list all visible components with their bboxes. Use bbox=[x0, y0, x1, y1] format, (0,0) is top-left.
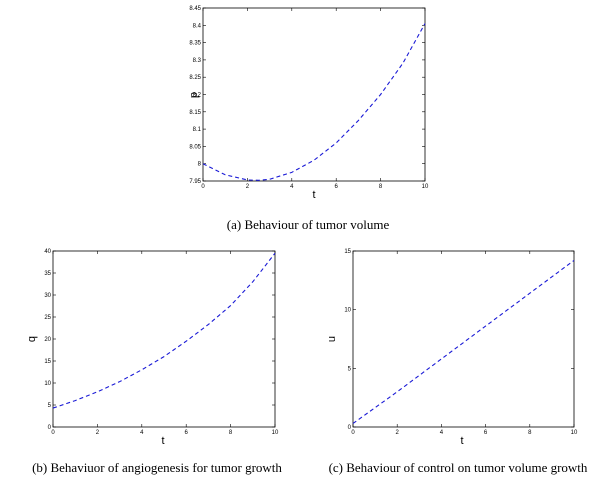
y-tick-label: 0 bbox=[348, 425, 352, 431]
figure-caption: (b) Behaviuor of angiogenesis for tumor … bbox=[32, 460, 282, 475]
x-tick-label: 2 bbox=[396, 430, 400, 436]
y-tick-label: 8.4 bbox=[193, 23, 202, 29]
x-tick-label: 2 bbox=[96, 430, 100, 436]
x-axis-label: t bbox=[312, 189, 315, 201]
x-tick-label: 2 bbox=[246, 184, 250, 190]
y-tick-label: 5 bbox=[348, 366, 352, 372]
y-tick-label: 15 bbox=[344, 249, 351, 255]
panel-b: 0 2 4 6 8 10 0 5 10 15 20 25 30 35 40 t q (b) Behaviuor o… bbox=[26, 249, 282, 475]
x-tick-label: 4 bbox=[440, 430, 444, 436]
plot-frame bbox=[352, 250, 575, 428]
y-tick-label: 7.95 bbox=[189, 179, 201, 185]
y-tick-label: 8 bbox=[198, 162, 202, 168]
y-tick-label: 15 bbox=[44, 359, 51, 365]
x-tick-label: 0 bbox=[201, 184, 205, 190]
y-tick-label: 8.3 bbox=[193, 58, 202, 64]
x-tick-label: 10 bbox=[272, 430, 279, 436]
y-tick-label: 35 bbox=[44, 271, 51, 277]
y-tick-label: 8.15 bbox=[189, 110, 201, 116]
x-axis-label: t bbox=[161, 435, 164, 447]
y-tick-label: 40 bbox=[44, 249, 51, 255]
y-tick-label: 10 bbox=[344, 308, 351, 314]
y-tick-label: 25 bbox=[44, 315, 51, 321]
series-line bbox=[202, 23, 426, 181]
x-tick-label: 10 bbox=[422, 184, 429, 190]
y-tick-label: 5 bbox=[48, 403, 52, 409]
y-tick-label: 8.35 bbox=[189, 41, 201, 47]
y-axis-label: u bbox=[326, 336, 338, 342]
x-tick-label: 6 bbox=[484, 430, 488, 436]
plot-frame bbox=[202, 7, 426, 182]
y-tick-label: 10 bbox=[44, 381, 51, 387]
x-tick-label: 6 bbox=[185, 430, 189, 436]
y-tick-label: 0 bbox=[48, 425, 52, 431]
x-tick-label: 8 bbox=[379, 184, 383, 190]
y-axis-label: q bbox=[26, 336, 38, 342]
y-tick-label: 8.25 bbox=[189, 75, 201, 81]
x-tick-label: 8 bbox=[528, 430, 532, 436]
x-tick-label: 6 bbox=[335, 184, 339, 190]
x-tick-label: 8 bbox=[229, 430, 233, 436]
y-tick-label: 20 bbox=[44, 337, 51, 343]
panel-a: 0 2 4 6 8 10 7.95 8 8.05 8.1 8.15 8.2 8.25 8.3 8.35 8.4… bbox=[188, 6, 429, 232]
plot-frame bbox=[52, 250, 276, 428]
panel-c: 0 2 4 6 8 10 0 5 10 15 t u (c) Behaviour of control … bbox=[326, 249, 588, 475]
figure-caption: (a) Behaviour of tumor volume bbox=[227, 217, 390, 232]
figure-caption: (c) Behaviour of control on tumor volume… bbox=[329, 460, 588, 475]
y-tick-label: 8.1 bbox=[193, 127, 202, 133]
series-line bbox=[352, 259, 575, 424]
series-line bbox=[52, 252, 276, 409]
y-tick-label: 30 bbox=[44, 293, 51, 299]
y-tick-label: 8.45 bbox=[189, 6, 201, 12]
x-tick-label: 0 bbox=[351, 430, 355, 436]
y-tick-label: 8.05 bbox=[189, 144, 201, 150]
x-tick-label: 4 bbox=[290, 184, 294, 190]
x-tick-label: 0 bbox=[51, 430, 55, 436]
x-tick-label: 4 bbox=[140, 430, 144, 436]
x-tick-label: 10 bbox=[571, 430, 578, 436]
y-axis-label: p bbox=[188, 92, 200, 98]
x-axis-label: t bbox=[460, 435, 463, 447]
y-tick-label: 8.2 bbox=[193, 93, 202, 99]
